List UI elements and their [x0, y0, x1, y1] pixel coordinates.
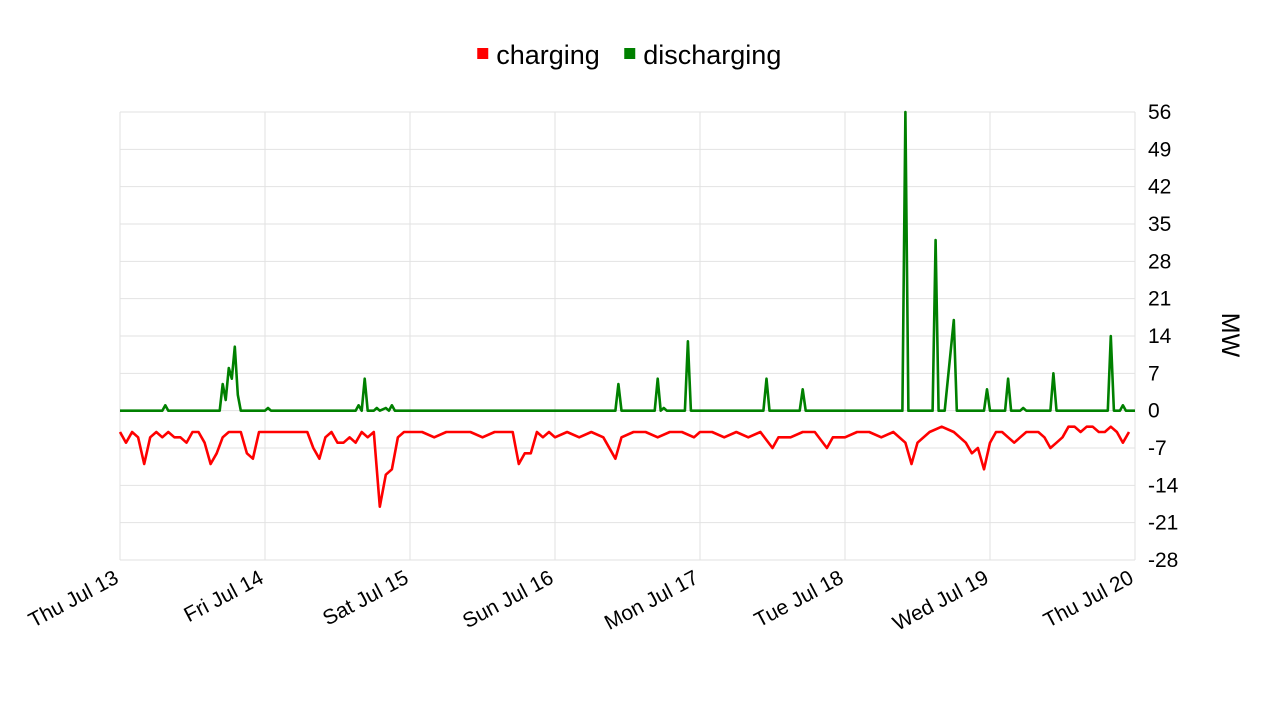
x-axis: Thu Jul 13 Fri Jul 14 Sat Jul 15 Sun Jul 16… — [25, 566, 1137, 636]
y-tick-label: 49 — [1148, 138, 1171, 161]
y-tick-label: 7 — [1148, 362, 1160, 385]
series-line-charging — [118, 425, 1131, 508]
y-tick-label: -7 — [1148, 437, 1167, 460]
y-tick-label: 56 — [1148, 101, 1171, 124]
y-tick-label: 28 — [1148, 250, 1171, 273]
y-tick-label: 14 — [1148, 325, 1172, 348]
legend-swatch-charging — [477, 48, 489, 59]
x-tick-label: Sun Jul 16 — [459, 566, 557, 633]
legend-label-discharging: discharging — [643, 40, 781, 70]
legend: charging discharging — [477, 40, 781, 70]
x-tick-label: Mon Jul 17 — [601, 566, 703, 635]
legend-label-charging: charging — [496, 40, 600, 70]
y-tick-label: -14 — [1148, 474, 1179, 497]
x-tick-label: Thu Jul 20 — [1040, 566, 1137, 632]
y-tick-label: 35 — [1148, 213, 1171, 236]
y-tick-label: 42 — [1148, 176, 1171, 199]
series-layer — [118, 110, 1135, 508]
x-tick-label: Sat Jul 15 — [319, 566, 412, 630]
x-tick-label: Wed Jul 19 — [889, 566, 992, 635]
x-tick-label: Tue Jul 18 — [751, 566, 848, 632]
y-axis: -28 -21 -14 -7 0 7 14 21 28 35 42 49 56 — [1148, 101, 1179, 572]
y-axis-title: MW — [1216, 313, 1244, 358]
x-tick-label: Thu Jul 13 — [25, 566, 122, 632]
y-tick-label: -21 — [1148, 512, 1178, 535]
x-tick-label: Fri Jul 14 — [180, 566, 267, 627]
y-tick-label: 0 — [1148, 400, 1160, 423]
y-tick-label: -28 — [1148, 549, 1178, 572]
series-line-discharging — [120, 110, 1135, 412]
y-tick-label: 21 — [1148, 288, 1171, 311]
grid-lines — [119, 111, 1136, 561]
legend-swatch-discharging — [624, 48, 636, 59]
